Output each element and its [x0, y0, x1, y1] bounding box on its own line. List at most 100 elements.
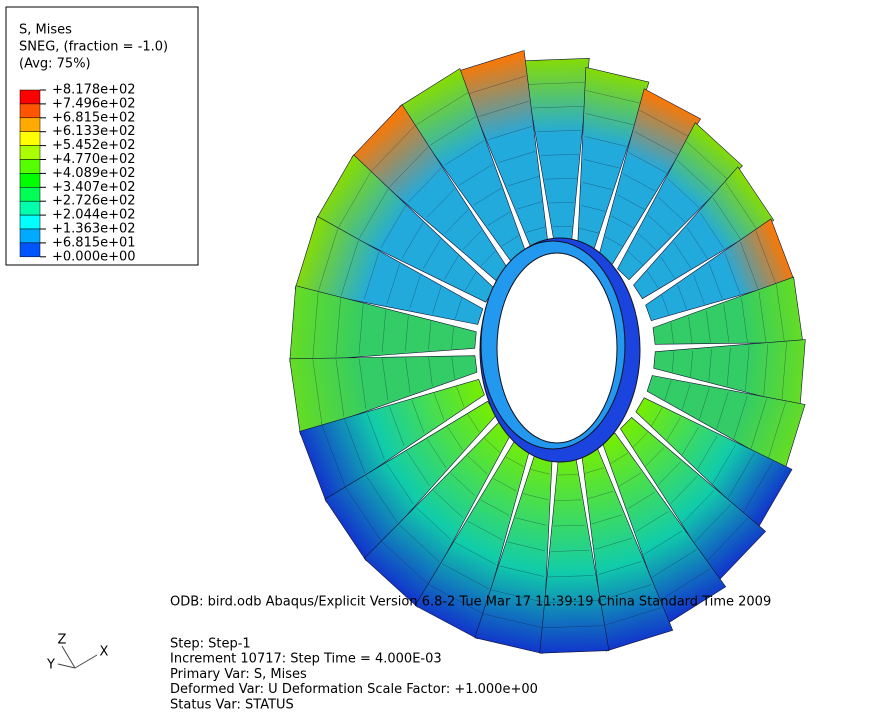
mesh-line — [541, 154, 579, 156]
mesh-line — [581, 205, 606, 212]
mesh-line — [344, 419, 366, 474]
odb-line: ODB: bird.odb Abaqus/Explicit Version 6.… — [170, 595, 771, 610]
blade — [289, 355, 478, 435]
z-axis — [61, 645, 76, 669]
mesh-line — [708, 349, 712, 382]
mesh-line — [727, 453, 755, 499]
legend-swatch — [19, 89, 41, 105]
mesh-line — [381, 310, 386, 353]
x-axis — [74, 654, 98, 669]
mesh-line — [699, 388, 710, 420]
mesh-line — [411, 400, 425, 433]
legend-title: S, Mises — [19, 23, 72, 38]
legend-title: SNEG, (fraction = -1.0) — [19, 40, 168, 55]
mesh-line — [312, 292, 319, 360]
mesh-line — [451, 326, 454, 349]
legend-label: +0.000e+00 — [52, 249, 136, 264]
mesh-line — [488, 125, 533, 140]
mesh-line — [545, 600, 599, 603]
legend-swatch — [19, 117, 41, 132]
mesh-line — [670, 476, 698, 505]
mesh-line — [673, 242, 692, 269]
info-line: Status Var: STATUS — [170, 697, 294, 712]
mesh-line — [416, 507, 452, 540]
legend-label: +2.044e+02 — [52, 208, 136, 223]
z-label: Z — [58, 633, 67, 648]
mesh-line — [434, 393, 445, 420]
mesh-line — [515, 517, 547, 526]
mesh-line — [603, 607, 663, 626]
mesh-line — [699, 212, 725, 249]
mesh-line — [516, 201, 542, 210]
mesh-line — [499, 565, 544, 577]
mesh-line — [697, 435, 718, 470]
mesh-line — [758, 291, 767, 343]
legend-swatch — [19, 173, 41, 188]
mesh-line — [522, 493, 549, 500]
mesh-line — [365, 475, 398, 523]
mesh-line — [638, 233, 657, 251]
mesh-line — [505, 456, 524, 467]
y-axis — [57, 663, 76, 669]
mesh-line — [594, 537, 632, 550]
blade — [633, 166, 775, 300]
mesh-line — [579, 228, 599, 234]
fem-model — [289, 50, 806, 654]
hub-hole — [496, 252, 618, 444]
mesh-line — [740, 241, 759, 290]
mesh-line — [776, 284, 785, 343]
blade — [289, 285, 477, 363]
legend-label: +8.178e+02 — [52, 83, 136, 98]
mesh-line — [588, 491, 614, 499]
mesh-line — [340, 240, 359, 296]
mesh-line — [428, 357, 433, 386]
mesh-line — [723, 304, 730, 343]
mesh-line — [667, 178, 700, 208]
mesh-line — [480, 250, 496, 267]
x-label: X — [100, 645, 109, 660]
mesh-line — [688, 316, 693, 344]
info-line: Increment 10717: Step Time = 4.000E-03 — [170, 652, 442, 667]
mesh-line — [706, 310, 711, 343]
mesh-line — [370, 125, 416, 173]
mesh-line — [750, 398, 767, 449]
mesh-line — [651, 407, 663, 427]
legend-title: (Avg: 75%) — [19, 57, 91, 72]
mesh-line — [670, 322, 674, 344]
mesh-line — [610, 452, 629, 464]
legend-swatch — [19, 200, 41, 216]
mesh-line — [742, 461, 774, 514]
mesh-line — [491, 589, 544, 603]
mesh-line — [467, 520, 503, 540]
mesh-line — [647, 270, 659, 289]
mesh-line — [661, 295, 670, 316]
mesh-line — [409, 275, 421, 309]
mesh-line — [484, 437, 500, 453]
info-line: Step: Step-1 — [170, 637, 251, 652]
mesh-line — [733, 395, 748, 439]
mesh-line — [345, 487, 382, 542]
legend-label: +4.089e+02 — [52, 166, 136, 181]
mesh-line — [725, 182, 758, 230]
mesh-line — [686, 227, 708, 259]
mesh-line — [618, 472, 642, 487]
mesh-line — [398, 524, 440, 563]
mesh-line — [467, 455, 488, 475]
mesh-line — [664, 380, 672, 401]
mesh-line — [555, 499, 582, 501]
mesh-line — [468, 75, 527, 95]
mesh-line — [386, 463, 414, 505]
mesh-line — [767, 401, 786, 459]
mesh-line — [726, 347, 731, 387]
mesh-line — [681, 384, 691, 410]
legend-label: +6.815e+01 — [52, 235, 136, 250]
mesh-line — [444, 255, 459, 280]
mesh-line — [634, 131, 678, 156]
mesh-line — [401, 222, 424, 259]
mesh-line — [317, 228, 339, 293]
mesh-line — [635, 511, 669, 533]
mesh-line — [444, 209, 469, 234]
mesh-line — [433, 490, 463, 518]
mesh-line — [781, 342, 787, 401]
